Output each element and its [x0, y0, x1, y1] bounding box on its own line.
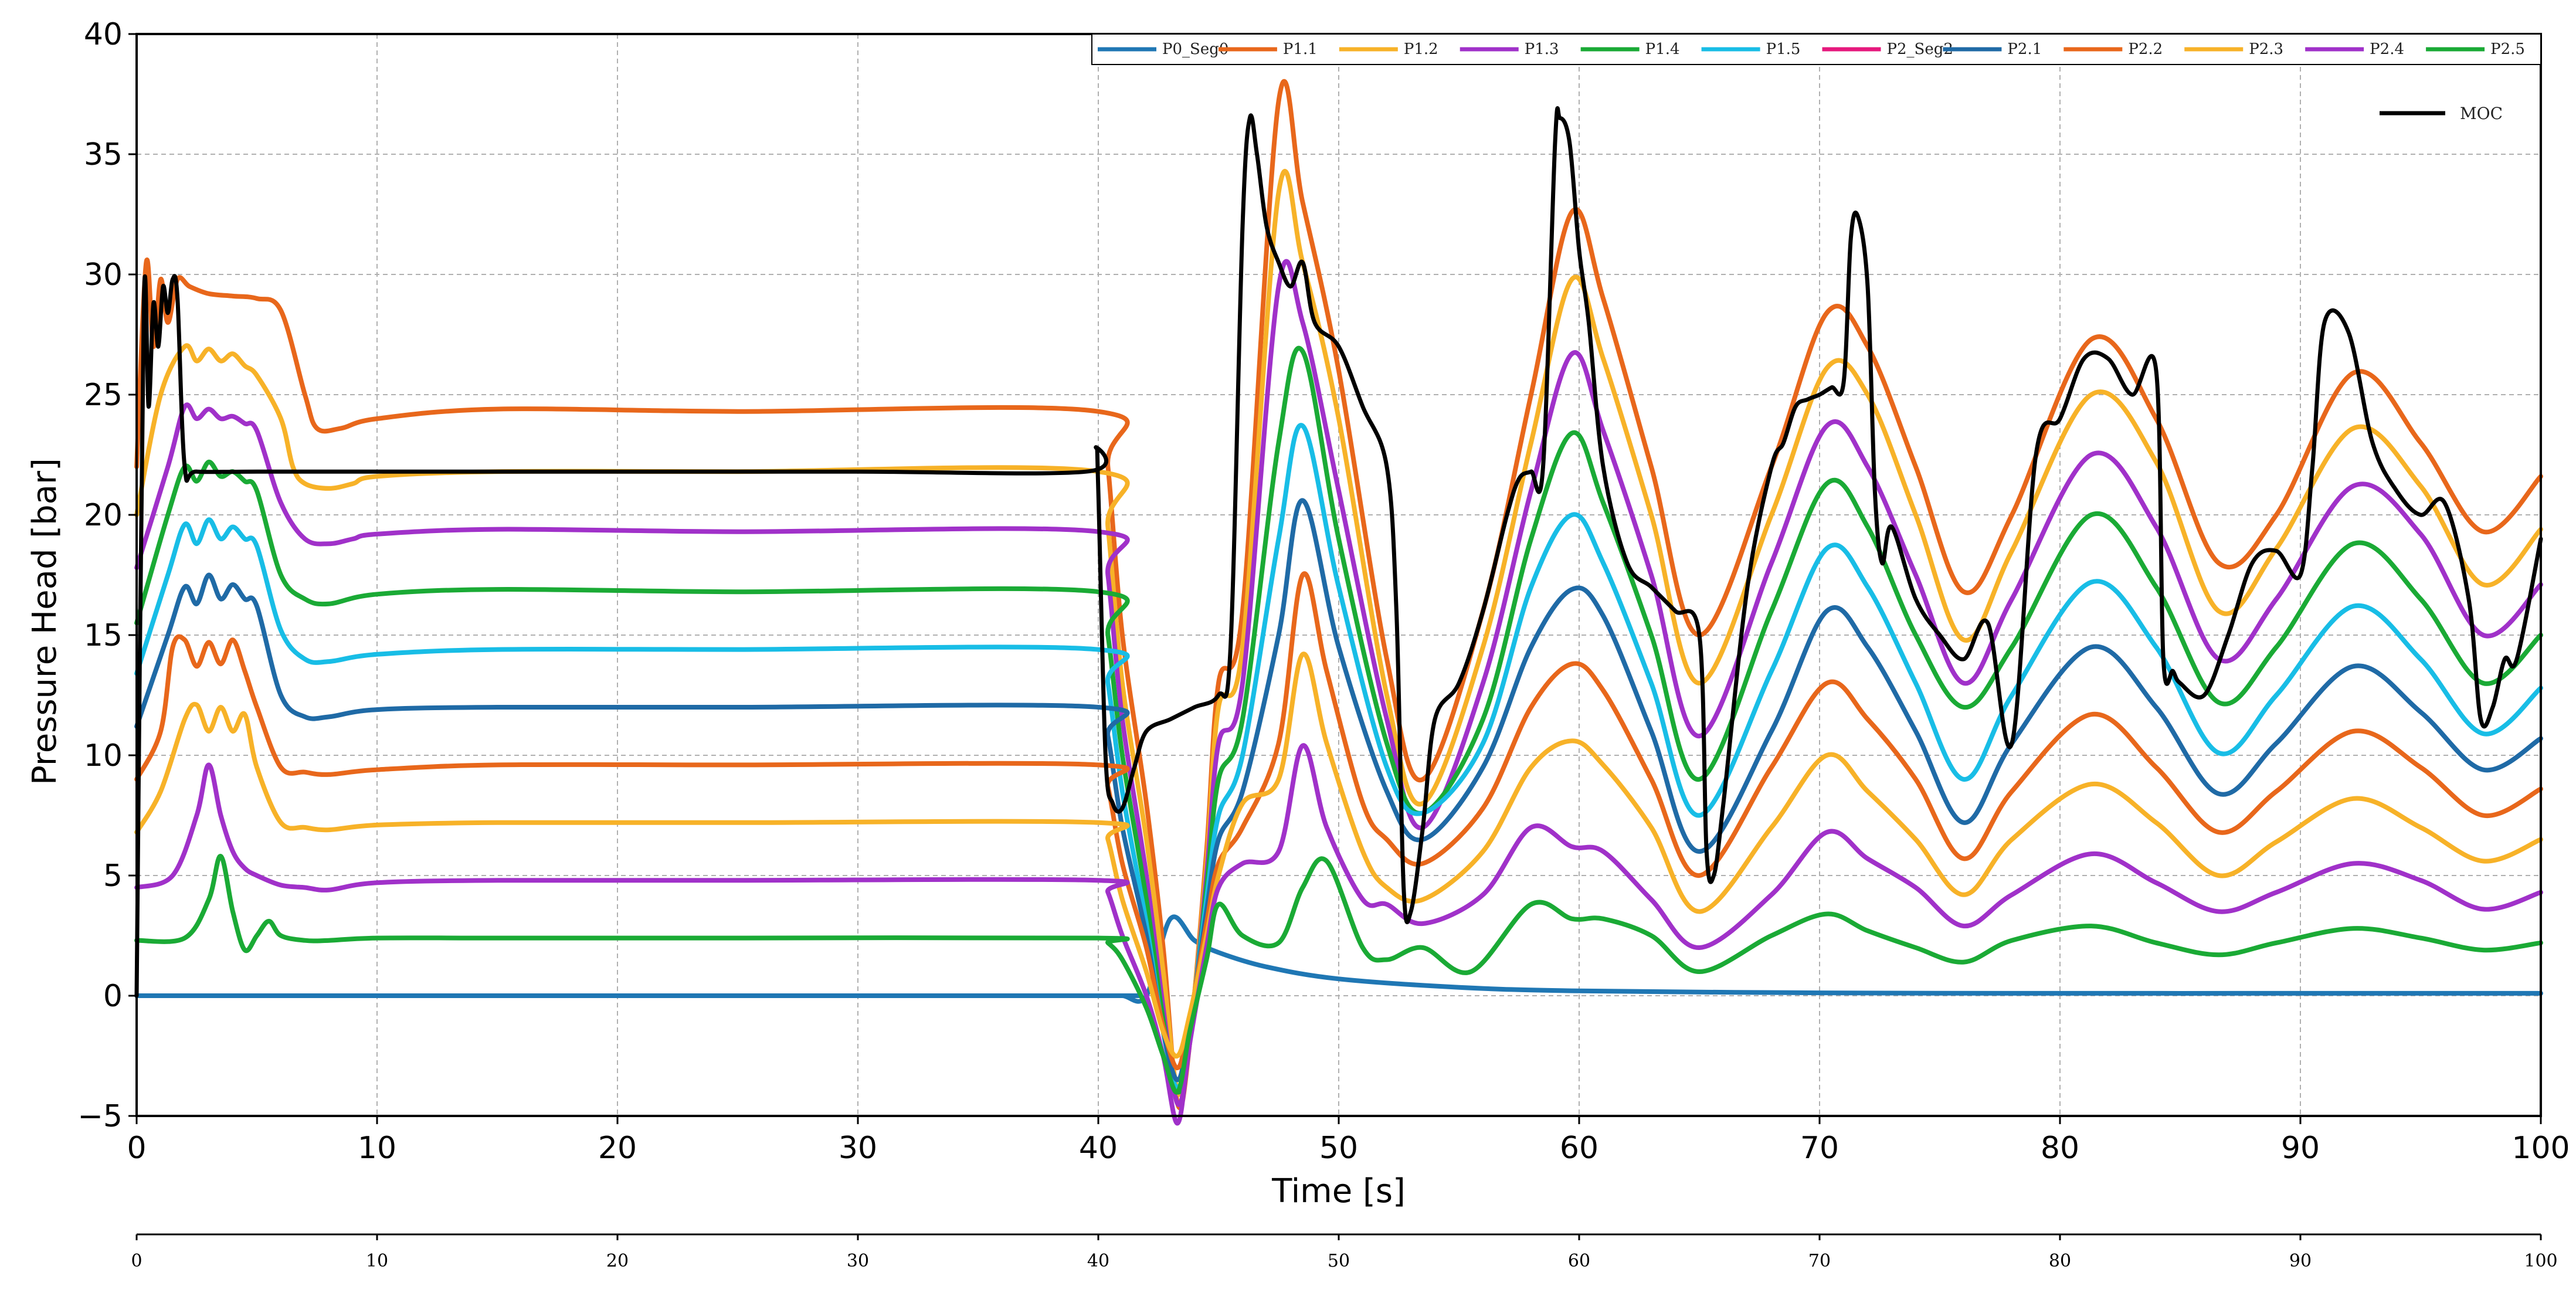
x2-tick-label: 40	[1087, 1251, 1109, 1271]
y-tick-label: 35	[84, 137, 123, 172]
secondary-x-axis-ticks: 0 10 20 30 40 50 60 70 80 90 100	[131, 1234, 2558, 1271]
legend-box	[1091, 33, 2541, 65]
y-tick-label: 0	[103, 979, 123, 1014]
x-tick-label: 10	[358, 1131, 396, 1166]
x2-tick-label: 10	[366, 1251, 388, 1271]
y-tick-label: 40	[84, 17, 123, 52]
legend: P0_Seg0 P1.1 P1.2 P1.3 P1.4 P1.5 P2_Seg2 P2.1 P2…	[1091, 33, 2541, 65]
y-tick-label: 15	[84, 618, 123, 653]
series-line-p2-3	[134, 652, 2543, 1059]
x-tick-label: 50	[1319, 1131, 1358, 1166]
legend-label: P1.5	[1766, 40, 1801, 58]
x2-tick-label: 20	[606, 1251, 629, 1271]
legend-label-moc: MOC	[2460, 104, 2503, 123]
x-tick-label: 100	[2511, 1131, 2570, 1166]
legend-label: P2_Seg2	[1887, 40, 1953, 58]
y-tick-label: 10	[84, 738, 123, 773]
x2-tick-label: 90	[2289, 1251, 2312, 1271]
series-line-p1-1	[134, 79, 2543, 1111]
legend-label: P1.1	[1283, 40, 1318, 58]
x-axis-ticks: 0 10 20 30 40 50 60 70 80 90 100	[127, 1116, 2570, 1166]
x-tick-label: 20	[598, 1131, 637, 1166]
series-line-p1-3	[134, 259, 2543, 1107]
x2-tick-label: 70	[1808, 1251, 1831, 1271]
secondary-x-axis: 0 10 20 30 40 50 60 70 80 90 100	[131, 1233, 2558, 1271]
y-axis-label: Pressure Head [bar]	[26, 458, 64, 785]
x-tick-label: 80	[2041, 1131, 2079, 1166]
x2-tick-label: 100	[2524, 1251, 2557, 1271]
series-line-p2-2	[134, 571, 2543, 1070]
series-line-p1-2	[134, 169, 2543, 1097]
x-tick-label: 90	[2281, 1131, 2320, 1166]
legend-label: P2.2	[2128, 40, 2163, 58]
legend-label: P1.2	[1404, 40, 1438, 58]
x2-tick-label: 50	[1328, 1251, 1350, 1271]
x2-tick-label: 80	[2049, 1251, 2071, 1271]
x-axis-label: Time [s]	[1271, 1172, 1406, 1210]
x-tick-label: 40	[1079, 1131, 1118, 1166]
y-tick-label: 5	[103, 859, 123, 894]
x-tick-label: 30	[839, 1131, 877, 1166]
x2-tick-label: 0	[131, 1251, 142, 1271]
legend-label: P2.5	[2490, 40, 2525, 58]
x-tick-label: 60	[1560, 1131, 1598, 1166]
y-axis-ticks: −5 0 5 10 15 20 25 30 35 40	[77, 17, 137, 1134]
x-tick-label: 70	[1800, 1131, 1839, 1166]
series-line-p1-4	[134, 345, 2543, 1095]
legend-label: P2.1	[2007, 40, 2042, 58]
x2-tick-label: 60	[1568, 1251, 1590, 1271]
y-tick-label: 20	[84, 498, 123, 533]
legend-label: P2.3	[2249, 40, 2283, 58]
series-line-p0-seg0	[134, 914, 2543, 1004]
x-tick-label: 0	[127, 1131, 146, 1166]
y-tick-label: 25	[84, 378, 123, 413]
series-line-moc	[134, 106, 2543, 998]
legend-label: P0_Seg0	[1162, 40, 1228, 58]
legend-label: P2.4	[2370, 40, 2404, 58]
plot-frame	[137, 34, 2541, 1116]
plot-area	[137, 34, 2541, 1116]
series-lines	[134, 79, 2543, 1126]
y-tick-label: −5	[77, 1099, 123, 1134]
legend-label: P1.3	[1525, 40, 1559, 58]
y-tick-label: 30	[84, 257, 123, 293]
series-line-p1-5	[134, 423, 2543, 1090]
legend-label: P1.4	[1645, 40, 1680, 58]
series-line-p2-5	[134, 854, 2543, 1095]
series-line-p2-4	[134, 743, 2543, 1126]
legend-moc: MOC	[2380, 104, 2503, 123]
x2-tick-label: 30	[847, 1251, 869, 1271]
